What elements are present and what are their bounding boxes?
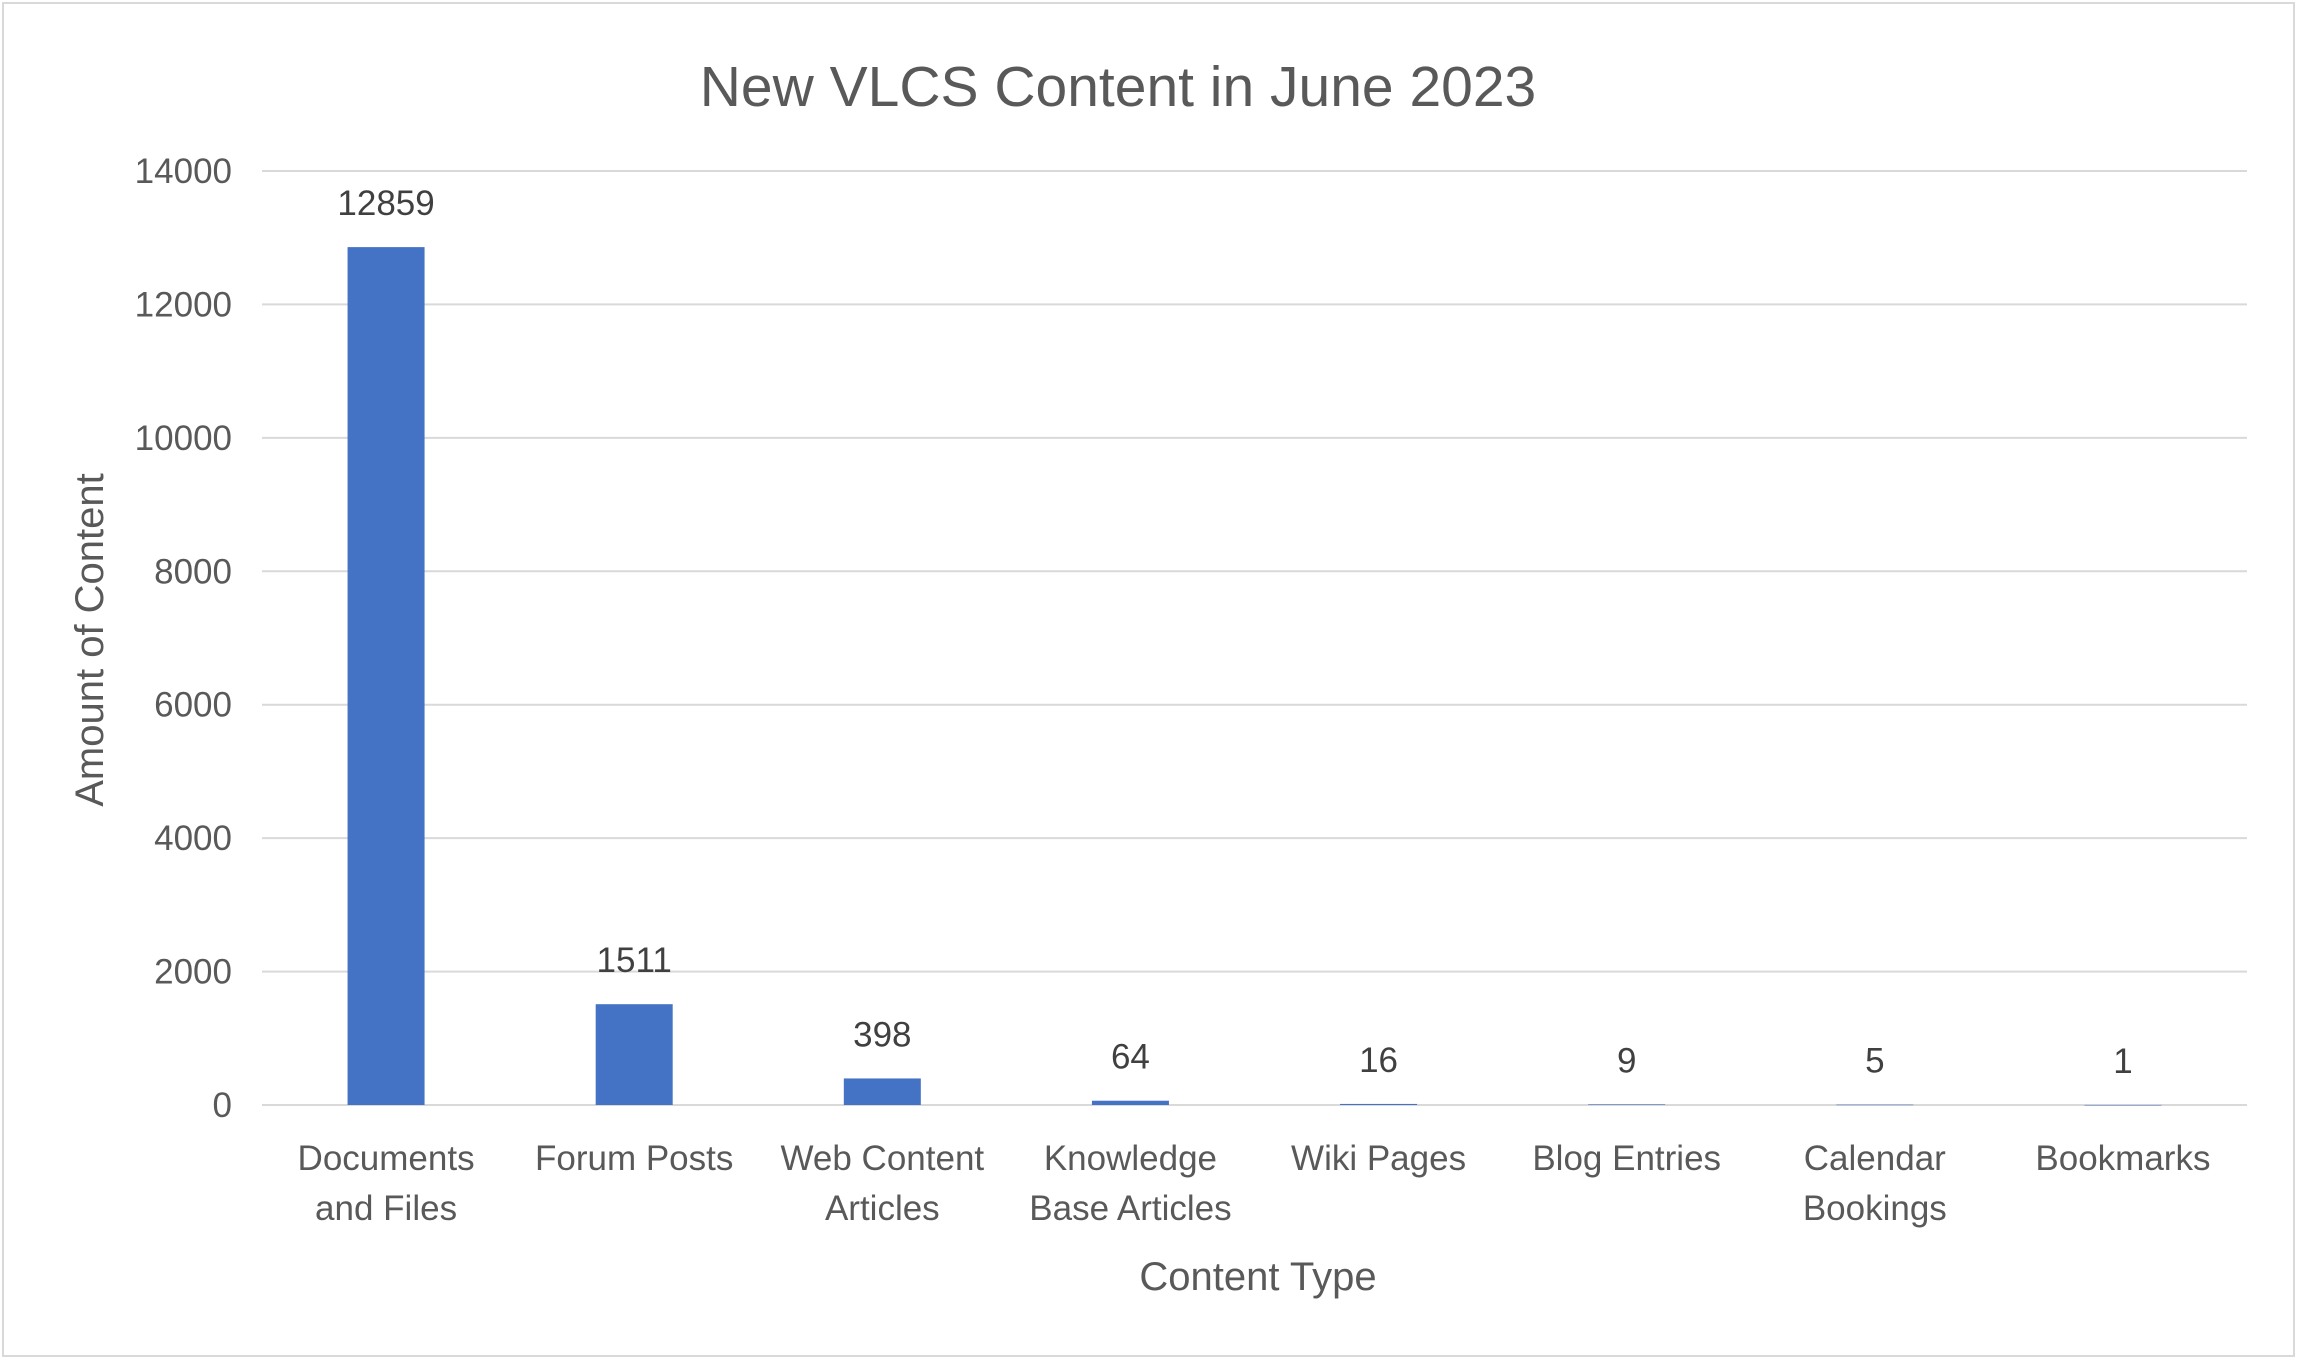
bar [843, 1078, 921, 1105]
bars [347, 247, 2162, 1106]
x-tick-label: and Files [315, 1189, 457, 1228]
x-tick-label: Knowledge [1044, 1139, 1217, 1178]
bar [2084, 1104, 2162, 1106]
y-axis-title: Amount of Content [68, 473, 112, 807]
x-tick-label: Bookmarks [2035, 1139, 2210, 1178]
bar [1836, 1104, 1914, 1106]
bar [595, 1004, 673, 1105]
chart-title: New VLCS Content in June 2023 [700, 55, 1537, 119]
data-label: 9 [1617, 1041, 1636, 1080]
data-label: 1 [2113, 1042, 2132, 1081]
x-axis-categories: Documents and Files Forum Posts Web Content… [298, 1139, 2211, 1228]
y-tick-label: 6000 [154, 686, 232, 725]
bar [1340, 1103, 1418, 1105]
data-label: 12859 [337, 184, 434, 223]
y-tick-label: 10000 [135, 419, 232, 458]
y-tick-label: 4000 [154, 819, 232, 858]
x-tick-label: Forum Posts [535, 1139, 733, 1178]
y-tick-label: 2000 [154, 953, 232, 992]
data-label: 16 [1359, 1041, 1398, 1080]
y-tick-label: 8000 [154, 552, 232, 591]
x-tick-label: Blog Entries [1532, 1139, 1721, 1178]
x-tick-label: Base Articles [1029, 1189, 1231, 1228]
y-tick-label: 14000 [135, 152, 232, 191]
x-tick-label: Bookings [1803, 1189, 1947, 1228]
bar [1588, 1104, 1666, 1105]
x-tick-label: Calendar [1804, 1139, 1946, 1178]
data-label: 398 [853, 1015, 911, 1054]
x-tick-label: Web Content [780, 1139, 984, 1178]
y-axis-ticks: 0 2000 4000 6000 8000 10000 12000 14000 [135, 152, 232, 1125]
y-tick-label: 0 [213, 1086, 232, 1125]
data-labels: 12859 1511 398 64 16 9 5 1 [337, 184, 2132, 1081]
data-label: 1511 [597, 941, 672, 980]
gridlines [262, 170, 2247, 1106]
x-tick-label: Articles [825, 1189, 940, 1228]
x-axis-title: Content Type [1139, 1255, 1376, 1299]
data-label: 64 [1111, 1038, 1150, 1077]
y-tick-label: 12000 [135, 285, 232, 324]
x-tick-label: Documents [298, 1139, 475, 1178]
bar [1091, 1100, 1169, 1105]
data-label: 5 [1865, 1042, 1884, 1081]
bar [347, 247, 425, 1106]
x-tick-label: Wiki Pages [1291, 1139, 1466, 1178]
